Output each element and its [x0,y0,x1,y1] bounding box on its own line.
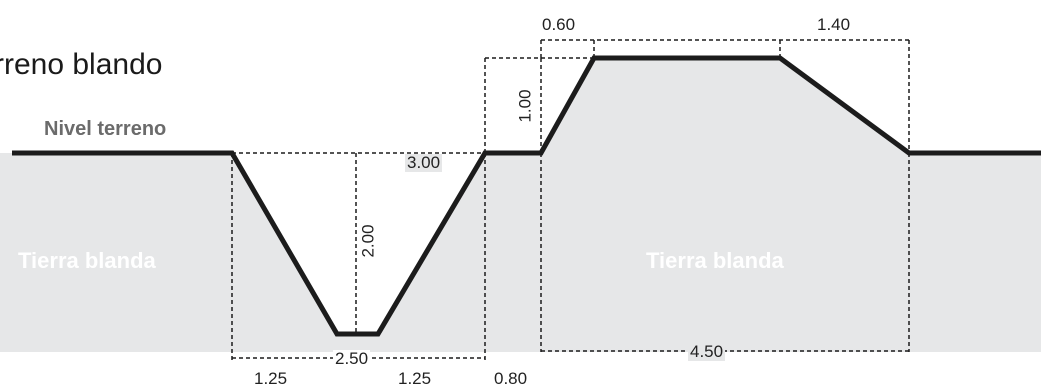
berm-gap-label: 0.80 [494,369,528,388]
mound-left-slope-label: 0.60 [542,15,576,34]
ground-level-label: Nivel terreno [44,118,167,140]
soil-fill [0,58,1041,352]
trench-depth-label: 2.00 [358,224,378,258]
mound-base-width-label: 4.50 [688,342,726,361]
trench-bottom-width-label: 2.50 [333,349,371,368]
ground-profile-line [12,55,1041,337]
diagram-title: rreno blando [0,48,163,81]
soil-label-right: Tierra blanda [646,248,784,273]
trench-top-width-label: 3.00 [405,153,443,172]
mound-right-slope-label: 1.40 [817,15,851,34]
mound-height-label: 1.00 [515,89,535,123]
trench-right-slope-label: 1.25 [398,369,432,388]
soil-label-left: Tierra blanda [18,248,156,273]
trench-left-slope-label: 1.25 [254,369,288,388]
